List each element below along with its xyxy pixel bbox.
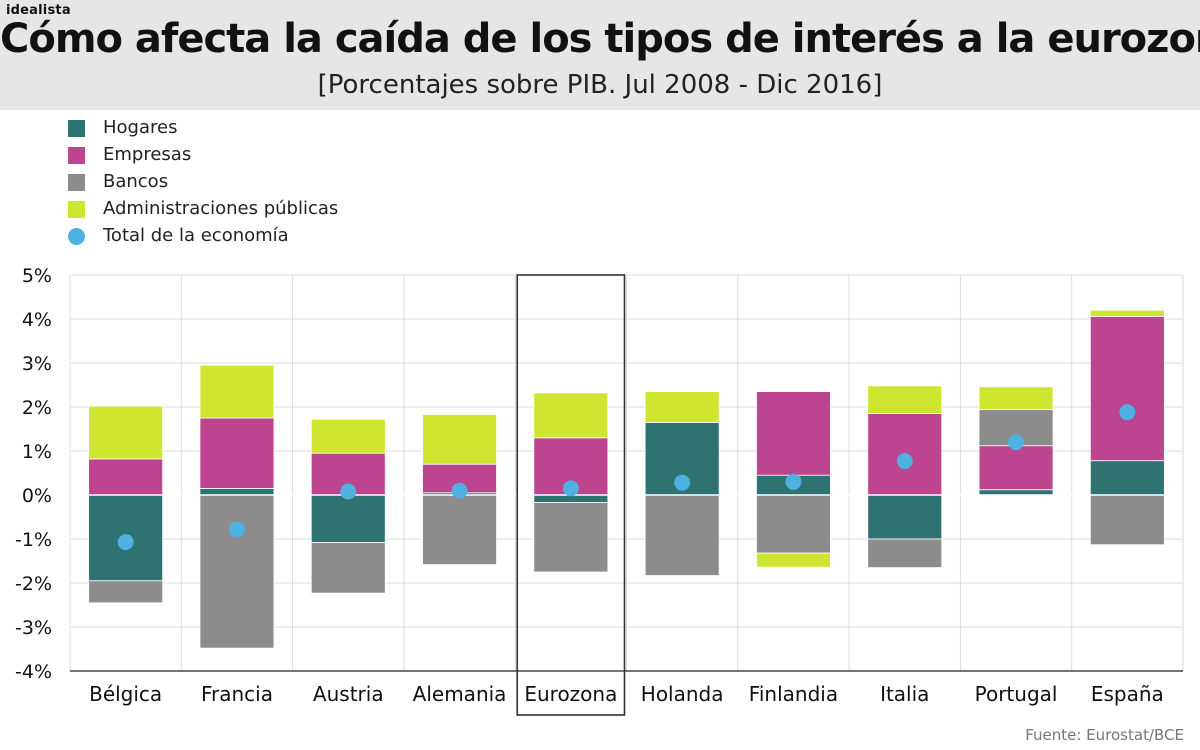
total-point xyxy=(785,473,802,490)
bar-segment xyxy=(644,494,720,576)
legend-label: Bancos xyxy=(103,171,169,192)
source-note: Fuente: Eurostat/BCE xyxy=(1025,726,1184,744)
total-point xyxy=(1119,404,1136,421)
x-tick-label: Bélgica xyxy=(89,682,162,706)
y-tick-label: -3% xyxy=(15,617,52,639)
x-tick-label: Alemania xyxy=(413,682,507,706)
bar-segment xyxy=(422,494,497,565)
legend-swatch xyxy=(68,147,85,164)
total-point xyxy=(340,483,357,500)
brand-logo: idealista xyxy=(6,3,71,18)
bar-segment xyxy=(756,494,831,554)
bar-segment xyxy=(1089,494,1165,546)
bar-segment xyxy=(1089,460,1165,496)
y-tick-label: -1% xyxy=(15,529,52,551)
chart-subtitle: [Porcentajes sobre PIB. Jul 2008 - Dic 2… xyxy=(317,70,883,100)
legend-label: Hogares xyxy=(103,117,178,138)
y-tick-label: 5% xyxy=(22,265,52,287)
stacked-bar-chart: -4% -3% -2% -1% 0% 1% 2% 3% 4% 5% Bélgica Francia Au… xyxy=(15,265,1184,716)
bar-segment xyxy=(1089,309,1165,317)
highlight-frame xyxy=(516,274,626,716)
chart-title: Cómo afecta la caída de los tipos de int… xyxy=(0,16,1200,62)
legend-label: Empresas xyxy=(103,144,192,165)
y-tick-label: 3% xyxy=(22,353,52,375)
y-tick-label: 4% xyxy=(22,309,52,331)
total-point xyxy=(562,480,579,497)
bar-segment xyxy=(867,385,943,415)
total-point xyxy=(228,521,245,538)
bar-segment xyxy=(978,386,1054,411)
bar-segment xyxy=(644,391,720,423)
x-tick-label: Holanda xyxy=(641,682,724,706)
bar-segment xyxy=(310,418,386,454)
total-point xyxy=(117,534,134,551)
bar-segment xyxy=(867,494,943,540)
legend-swatch xyxy=(68,174,85,191)
y-tick-label: 0% xyxy=(22,485,52,507)
bar-segment xyxy=(310,542,386,594)
bar-segment xyxy=(533,502,609,573)
bar-segment xyxy=(199,494,275,649)
bar-segment xyxy=(310,494,386,543)
x-tick-label: Austria xyxy=(313,682,384,706)
bar-segment xyxy=(199,364,275,419)
x-tick-label: Italia xyxy=(880,682,929,706)
y-tick-label: 2% xyxy=(22,397,52,419)
total-point xyxy=(451,482,468,499)
bar-segment xyxy=(88,405,164,460)
bar-segment xyxy=(756,391,831,476)
bar-segment xyxy=(756,552,831,568)
bar-segment xyxy=(867,538,943,569)
bar-segment xyxy=(88,458,164,496)
total-point xyxy=(896,453,913,470)
legend-swatch xyxy=(68,120,85,137)
x-tick-label: Francia xyxy=(201,682,273,706)
bar-segment xyxy=(422,414,497,465)
y-tick-label: 1% xyxy=(22,441,52,463)
bar-segment xyxy=(88,580,164,604)
legend-swatch xyxy=(68,201,85,218)
total-point xyxy=(674,474,691,491)
bar-segment xyxy=(199,417,275,489)
legend-label: Total de la economía xyxy=(103,225,289,246)
bar-segment xyxy=(978,489,1054,496)
legend-swatch xyxy=(68,228,85,245)
bar-segment xyxy=(533,392,609,439)
y-tick-label: -2% xyxy=(15,573,52,595)
bar-segment xyxy=(1089,315,1165,462)
x-tick-label: Portugal xyxy=(975,682,1058,706)
legend-label: Administraciones públicas xyxy=(103,198,339,219)
total-point xyxy=(1008,434,1025,451)
bar-segment xyxy=(978,445,1054,491)
bar-segment xyxy=(199,487,275,496)
x-tick-label: Finlandia xyxy=(749,682,838,706)
x-tick-label: España xyxy=(1091,682,1164,706)
y-tick-label: -4% xyxy=(15,661,52,683)
x-tick-label: Eurozona xyxy=(524,682,617,706)
chart-header: idealista Cómo afecta la caída de los ti… xyxy=(0,0,1200,110)
